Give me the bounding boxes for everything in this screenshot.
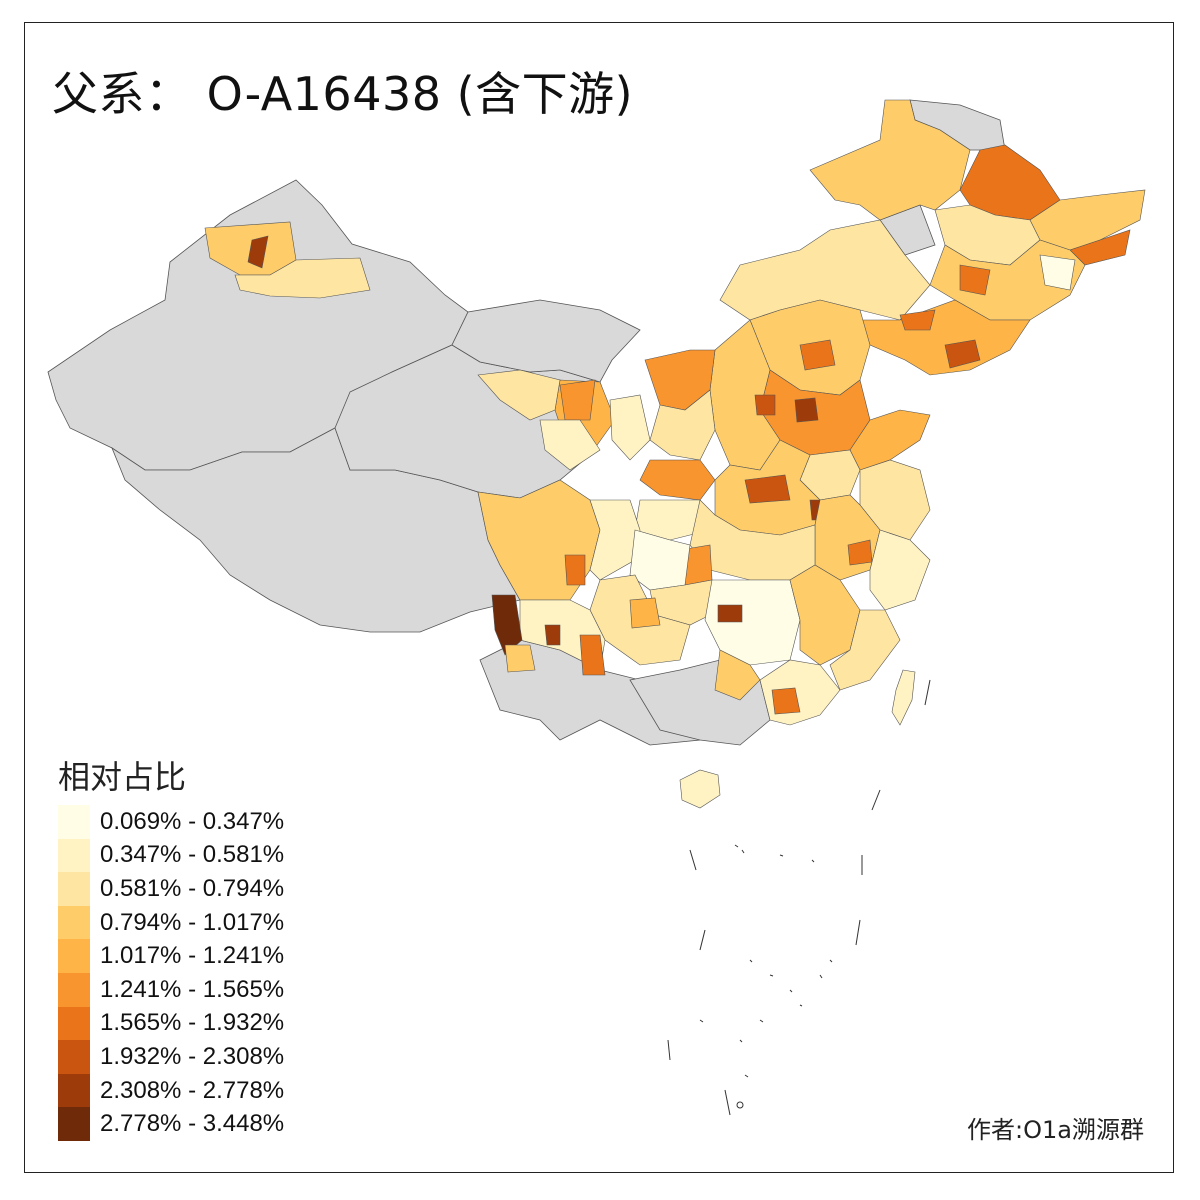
legend-swatch [58, 838, 90, 873]
region-hainan [679, 769, 721, 809]
legend-swatch [58, 972, 90, 1007]
region-urumqi [234, 257, 371, 299]
region-liaoning [859, 299, 1031, 376]
legend-item: 1.565% - 1.932% [58, 1006, 285, 1041]
region-guangdong [759, 659, 841, 726]
region-gansu-light [477, 369, 561, 421]
map-title: 父系： O-A16438 (含下游) [52, 67, 634, 121]
region-guangzhou [771, 687, 801, 715]
legend-label: 0.347% - 0.581% [100, 841, 285, 869]
data-regions [204, 99, 1146, 809]
legend-label: 0.581% - 0.794% [100, 874, 285, 902]
region-kunming [579, 634, 606, 676]
legend-item: 0.347% - 0.581% [58, 838, 285, 873]
legend-label: 0.794% - 1.017% [100, 908, 285, 936]
legend-label: 1.565% - 1.932% [100, 1009, 285, 1037]
no-data-regions [47, 99, 1006, 746]
legend-swatch [58, 1073, 90, 1108]
legend-item: 2.778% - 3.448% [58, 1107, 284, 1141]
region-taiwan [891, 669, 916, 726]
region-shenyang [944, 339, 981, 369]
region-xian [639, 459, 716, 501]
map-frame [24, 22, 1174, 1173]
region-karamay [247, 235, 269, 269]
region-zhengzhou [744, 474, 791, 504]
region-fujian [829, 609, 901, 691]
legend-label: 2.308% - 2.778% [100, 1076, 285, 1104]
region-shaanxi-north [649, 389, 716, 461]
legend-item: 0.794% - 1.017% [58, 905, 285, 940]
region-sichuan-east [629, 529, 691, 591]
legend-label: 1.932% - 2.308% [100, 1042, 285, 1070]
legend-swatch [58, 1006, 90, 1041]
legend-swatch [58, 805, 90, 839]
legend-title: 相对占比 [58, 758, 187, 796]
region-guangxi-east [714, 649, 761, 701]
region-dalian [899, 309, 936, 331]
legend-item: 2.308% - 2.778% [58, 1073, 285, 1108]
region-hulunbuir [809, 99, 971, 221]
region-sichuan-mid [589, 499, 641, 581]
legend-swatch [58, 939, 90, 973]
region-guizhou-dark [629, 597, 661, 629]
region-chengdu [564, 554, 586, 586]
legend-swatch [58, 872, 90, 906]
legend-item: 1.241% - 1.565% [58, 972, 285, 1007]
legend-swatch [58, 1107, 90, 1141]
region-gansu-west [451, 299, 641, 383]
region-yanbian [1039, 254, 1076, 291]
region-jiangxi [789, 564, 861, 666]
author-credit: 作者:O1a溯源群 [967, 1116, 1144, 1144]
legend-item: 1.017% - 1.241% [58, 939, 284, 973]
region-shijiazhuang [794, 397, 819, 423]
south-china-sea-islands [667, 679, 931, 1116]
region-ningxia [609, 394, 651, 461]
legend-swatch [58, 905, 90, 940]
region-changchun [959, 264, 991, 296]
legend: 0.069% - 0.347% 0.347% - 0.581% 0.581% -… [58, 805, 284, 1141]
region-zhejiang [869, 529, 931, 611]
region-taiyuan [754, 394, 776, 416]
region-changsha [717, 604, 743, 623]
region-hexi [539, 419, 601, 471]
legend-item: 0.581% - 0.794% [58, 872, 284, 906]
legend-label: 1.017% - 1.241% [100, 942, 285, 970]
region-xining [559, 379, 596, 421]
legend-label: 1.241% - 1.565% [100, 975, 285, 1003]
legend-item: 1.932% - 2.308% [58, 1040, 284, 1074]
legend-label: 2.778% - 3.448% [100, 1110, 285, 1138]
region-hunan [704, 579, 801, 666]
region-baoshan [504, 644, 536, 673]
legend-item: 0.069% - 0.347% [58, 805, 284, 839]
region-beijing [799, 339, 836, 371]
legend-swatch [58, 1040, 90, 1074]
region-dali [544, 624, 561, 646]
legend-label: 0.069% - 0.347% [100, 807, 285, 835]
